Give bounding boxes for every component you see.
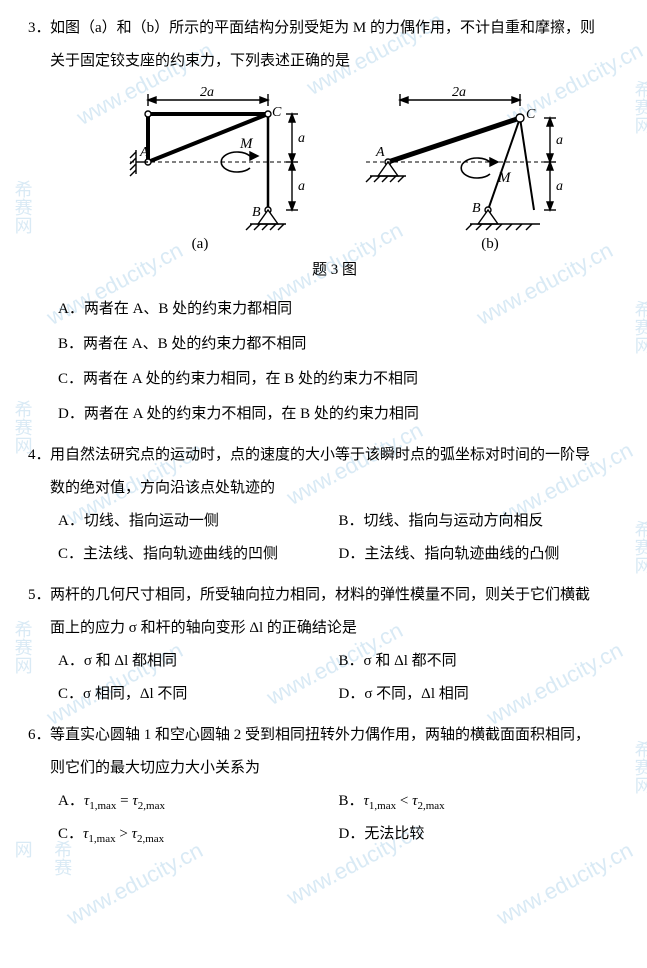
figure-a: 2a: [100, 84, 310, 254]
q5-options: A．σ 和 Δl 都相同 B．σ 和 Δl 都不同 C．σ 相同，Δl 不同 D…: [58, 645, 619, 711]
svg-text:B: B: [252, 205, 261, 220]
question-3: 3． 如图（a）和（b）所示的平面结构分别受矩为 M 的力偶作用，不计自重和摩擦…: [50, 12, 619, 431]
watermark-side: 希赛网: [622, 520, 647, 574]
q4-number: 4．: [28, 439, 51, 472]
svg-text:a: a: [298, 131, 305, 146]
q6-option-c: C．τ1,max > τ2,max: [58, 818, 339, 851]
q6-stem-line1: 等直实心圆轴 1 和空心圆轴 2 受到相同扭转外力偶作用，两轴的横截面面积相同，: [50, 719, 619, 752]
q4-stem-line2: 数的绝对值，方向沿该点处轨迹的: [50, 472, 619, 505]
q5-option-d: D．σ 不同，Δl 相同: [339, 678, 620, 711]
svg-text:2a: 2a: [200, 85, 214, 100]
q3-option-d: D．两者在 A 处的约束力不相同，在 B 处的约束力相同: [58, 398, 619, 431]
question-5: 5． 两杆的几何尺寸相同，所受轴向拉力相同，材料的弹性模量不同，则关于它们横截 …: [50, 579, 619, 711]
watermark-side: 希赛网: [622, 300, 647, 354]
q5-option-b: B．σ 和 Δl 都不同: [339, 645, 620, 678]
svg-text:a: a: [556, 179, 563, 194]
q6-options: A．τ1,max = τ2,max B．τ1,max < τ2,max C．τ1…: [58, 785, 619, 851]
svg-text:A: A: [139, 145, 149, 160]
q3-option-a: A．两者在 A、B 处的约束力都相同: [58, 293, 619, 326]
svg-text:(a): (a): [191, 236, 208, 252]
q3-option-b: B．两者在 A、B 处的约束力都不相同: [58, 328, 619, 361]
q3-figures: 2a: [50, 84, 619, 254]
svg-text:A: A: [375, 145, 385, 160]
q4-option-b: B．切线、指向与运动方向相反: [339, 505, 620, 538]
q4-stem-line1: 用自然法研究点的运动时，点的速度的大小等于该瞬时点的弧坐标对时间的一阶导: [50, 439, 619, 472]
q4-option-c: C．主法线、指向轨迹曲线的凹侧: [58, 538, 339, 571]
q3-fig-caption: 题 3 图: [50, 254, 619, 287]
q4-options: A．切线、指向运动一侧 B．切线、指向与运动方向相反 C．主法线、指向轨迹曲线的…: [58, 505, 619, 571]
q3-options: A．两者在 A、B 处的约束力都相同 B．两者在 A、B 处的约束力都不相同 C…: [58, 293, 619, 431]
q6-number: 6．: [28, 719, 51, 752]
q6-option-a: A．τ1,max = τ2,max: [58, 785, 339, 818]
q6-option-b: B．τ1,max < τ2,max: [339, 785, 620, 818]
q5-option-a: A．σ 和 Δl 都相同: [58, 645, 339, 678]
svg-text:C: C: [272, 105, 282, 120]
q3-number: 3．: [28, 12, 51, 45]
q5-stem-line2: 面上的应力 σ 和杆的轴向变形 Δl 的正确结论是: [50, 612, 619, 645]
svg-text:a: a: [556, 133, 563, 148]
svg-text:(b): (b): [481, 236, 499, 252]
svg-text:M: M: [239, 136, 254, 152]
question-4: 4． 用自然法研究点的运动时，点的速度的大小等于该瞬时点的弧坐标对时间的一阶导 …: [50, 439, 619, 571]
svg-text:2a: 2a: [452, 85, 466, 100]
q5-option-c: C．σ 相同，Δl 不同: [58, 678, 339, 711]
question-6: 6． 等直实心圆轴 1 和空心圆轴 2 受到相同扭转外力偶作用，两轴的横截面面积…: [50, 719, 619, 851]
q3-stem-line1: 如图（a）和（b）所示的平面结构分别受矩为 M 的力偶作用，不计自重和摩擦，则: [50, 12, 619, 45]
svg-text:B: B: [472, 201, 481, 216]
q5-stem-line1: 两杆的几何尺寸相同，所受轴向拉力相同，材料的弹性模量不同，则关于它们横截: [50, 579, 619, 612]
q4-option-d: D．主法线、指向轨迹曲线的凸侧: [339, 538, 620, 571]
figure-b: 2a: [340, 84, 570, 254]
watermark-side: 希赛网: [622, 740, 647, 794]
q6-option-d: D．无法比较: [339, 818, 620, 851]
svg-text:C: C: [526, 107, 536, 122]
svg-text:a: a: [298, 179, 305, 194]
q6-stem-line2: 则它们的最大切应力大小关系为: [50, 752, 619, 785]
watermark-side: 希赛网: [622, 80, 647, 134]
q3-stem-line2: 关于固定铰支座的约束力，下列表述正确的是: [50, 45, 619, 78]
q4-option-a: A．切线、指向运动一侧: [58, 505, 339, 538]
q3-option-c: C．两者在 A 处的约束力相同，在 B 处的约束力不相同: [58, 363, 619, 396]
svg-text:M: M: [497, 170, 512, 186]
q5-number: 5．: [28, 579, 51, 612]
